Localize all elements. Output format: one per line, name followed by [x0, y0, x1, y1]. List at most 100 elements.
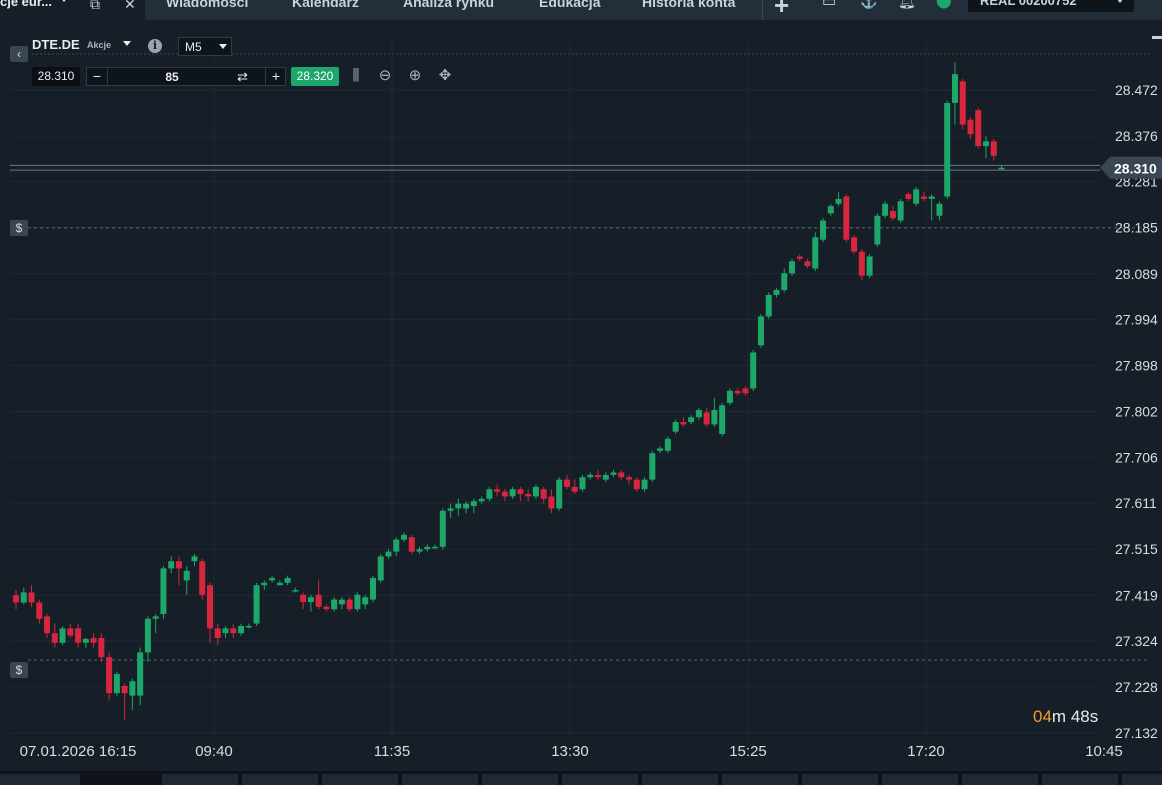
bottom-tab[interactable] — [722, 774, 800, 785]
swap-icon[interactable]: ⇄ — [237, 69, 248, 84]
chart-scroll-marker-icon[interactable]: ‹ — [10, 46, 28, 62]
crosshair-icon[interactable]: ✥ — [438, 67, 452, 84]
bottom-tab[interactable] — [1042, 774, 1120, 785]
sell-price-button[interactable]: 28.310 — [32, 67, 80, 86]
candle-bull — [245, 625, 252, 628]
minimize-icon[interactable] — [1152, 36, 1162, 39]
candle-bull — [773, 290, 780, 295]
bottom-tab[interactable] — [802, 774, 880, 785]
candle-bull — [331, 599, 338, 610]
current-price-label: 28.310 — [1114, 161, 1157, 177]
candle-bear — [408, 537, 415, 552]
tab-historia-konta[interactable]: Historia konta — [642, 0, 736, 10]
candle-bull — [338, 599, 345, 605]
candle-bear — [851, 237, 858, 252]
account-selector[interactable]: REAL 00200752 — [968, 0, 1134, 12]
timeframe-value: M5 — [185, 40, 202, 54]
bottom-tab[interactable] — [0, 774, 82, 785]
current-price-tag — [1100, 156, 1162, 179]
tab-kalendarz[interactable]: Kalendarz — [292, 0, 359, 10]
symbol-dropdown-icon[interactable] — [123, 41, 131, 46]
chart-type-icon[interactable]: ⫼ — [352, 67, 360, 84]
increase-button[interactable]: + — [265, 68, 286, 85]
candle-bull — [478, 498, 485, 502]
tab-wiadomosci[interactable]: Wiadomości — [166, 0, 249, 10]
candle-bear — [548, 496, 555, 509]
candle-bull — [261, 582, 268, 586]
info-icon[interactable]: i — [148, 39, 162, 53]
network-icon[interactable]: ⚓ — [860, 0, 878, 9]
chart-area[interactable]: 28.472 28.376 28.281 28.185 28.089 27.994 27.8… — [0, 20, 1162, 771]
volume-stepper[interactable]: − 85 ⇄ + — [86, 67, 286, 86]
candle-bear — [501, 491, 508, 497]
monitor-icon[interactable]: ▭ — [822, 0, 837, 10]
tab-edukacja[interactable]: Edukacja — [539, 0, 601, 10]
candle-bull — [812, 237, 819, 269]
candle-bull — [401, 534, 407, 540]
x-tick-label: 17:20 — [907, 743, 945, 760]
bottom-tab[interactable] — [1122, 774, 1162, 785]
bottom-tab[interactable] — [642, 774, 720, 785]
candle-bull — [998, 167, 1005, 170]
candle-bull — [113, 673, 120, 694]
x-tick-label: 13:30 — [551, 743, 589, 760]
candle-bull — [183, 570, 190, 581]
candle-bear — [207, 585, 213, 629]
tab-dropdown-icon[interactable] — [60, 0, 68, 2]
buy-price-button[interactable]: 28.320 — [291, 67, 339, 86]
candle-bear — [680, 422, 687, 425]
volume-value[interactable]: 85 — [165, 70, 179, 84]
symbol-name[interactable]: DTE.DE — [32, 37, 80, 52]
candle-bear — [28, 592, 35, 603]
tab-analiza-rynku[interactable]: Analiza rynku — [403, 0, 495, 10]
timeframe-select[interactable]: M5 — [178, 37, 232, 56]
bottom-tab[interactable] — [322, 774, 400, 785]
candle-bear — [618, 472, 625, 478]
candle-bear — [98, 637, 105, 658]
candle-bull — [913, 189, 920, 204]
add-tab-button[interactable]: + — [762, 0, 803, 20]
candle-bull — [897, 201, 904, 221]
timer-seconds: 48 — [1070, 707, 1090, 726]
close-icon[interactable]: ✕ — [124, 0, 136, 12]
y-tick-label: 28.472 — [1115, 82, 1158, 98]
top-bar: cje eur... ⧉ ✕ Wiadomości Kalendarz Anal… — [0, 0, 1162, 20]
position-dollar-icon[interactable]: $ — [10, 220, 28, 236]
bottom-tab[interactable] — [562, 774, 640, 785]
candle-bull — [951, 74, 958, 103]
candle-bull — [944, 102, 951, 197]
popout-icon[interactable]: ⧉ — [90, 0, 100, 12]
candle-bull — [649, 453, 656, 480]
bottom-tab[interactable] — [482, 774, 560, 785]
candle-bear — [121, 685, 128, 694]
candle-bull — [470, 501, 477, 507]
candle-bull — [726, 390, 733, 403]
bottom-tab[interactable] — [402, 774, 480, 785]
zoom-in-icon[interactable]: ⊕ — [408, 67, 422, 84]
candle-bull — [688, 417, 695, 423]
bottom-tab[interactable] — [882, 774, 960, 785]
candle-bull — [936, 203, 943, 216]
position-dollar-icon[interactable]: $ — [10, 662, 28, 678]
plus-icon: + — [774, 0, 790, 20]
decrease-button[interactable]: − — [87, 68, 108, 85]
candle-bear — [175, 561, 182, 569]
bottom-tab[interactable] — [162, 774, 240, 785]
price-chart[interactable]: 28.47228.37628.28128.18528.08927.99427.8… — [0, 20, 1162, 771]
candle-bear — [494, 489, 501, 492]
candle-bull — [827, 206, 834, 214]
zoom-out-icon[interactable]: ⊖ — [378, 67, 392, 84]
tab-active-chart[interactable]: cje eur... — [0, 0, 145, 20]
x-tick-label: 07.01.2026 16:15 — [20, 743, 137, 760]
symbol-type: Akcje — [87, 40, 112, 50]
y-tick-label: 27.994 — [1115, 311, 1158, 327]
bell-icon[interactable]: 🔔︎ — [898, 0, 916, 9]
candle-bull — [719, 405, 726, 435]
candle-bull — [757, 316, 764, 346]
timer-seconds-unit: s — [1089, 707, 1099, 726]
candle-bear — [633, 479, 640, 490]
y-tick-label: 28.185 — [1115, 220, 1158, 236]
candle-bear — [858, 251, 865, 276]
bottom-tab[interactable] — [962, 774, 1040, 785]
bottom-tab[interactable] — [242, 774, 320, 785]
